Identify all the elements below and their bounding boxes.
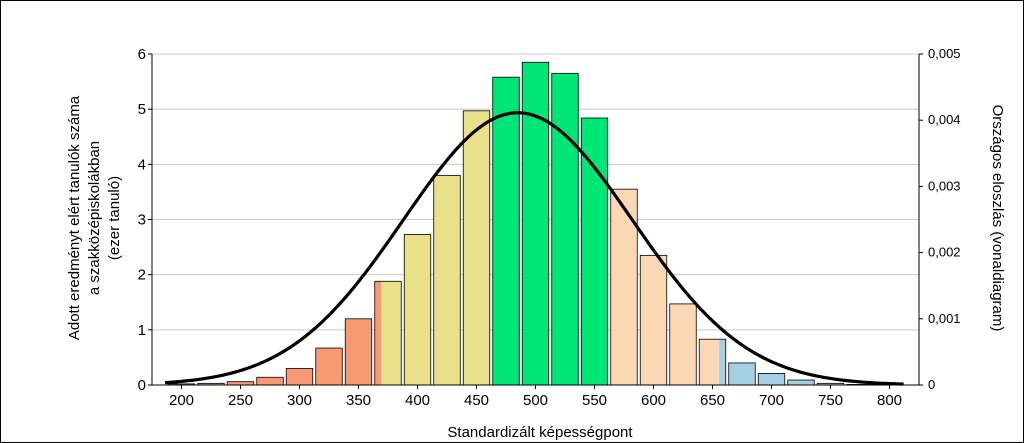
bar-325 xyxy=(315,347,343,386)
x-tick-label-3: 350 xyxy=(346,392,371,409)
x-tick-label-2: 300 xyxy=(287,392,312,409)
x-axis-ticks: 200 250 300 350 400 450 500 550 600 650 700 750 800 xyxy=(169,385,902,409)
bar-fill xyxy=(639,254,668,386)
bar-fill xyxy=(403,233,432,386)
x-tick-label-0: 200 xyxy=(169,392,194,409)
x-tick-label-12: 800 xyxy=(877,392,902,409)
bar-675 xyxy=(728,362,756,386)
bar-fill xyxy=(315,347,343,386)
x-tick-label-8: 600 xyxy=(641,392,666,409)
bar-375 xyxy=(374,280,402,386)
x-tick-label-6: 500 xyxy=(523,392,548,409)
bar-fill xyxy=(344,318,373,386)
bar-fill xyxy=(551,72,579,386)
y-axis-label-line-1: Adott eredményt elért tanulók száma xyxy=(66,95,83,340)
right-tick-label-2: 0,002 xyxy=(928,245,961,260)
distribution-curve xyxy=(164,111,904,386)
bar-fill xyxy=(256,376,284,386)
bar-500 xyxy=(521,61,550,386)
right-axis-ticks: 0 0,001 0,002 0,003 0,004 0,005 xyxy=(919,46,961,392)
bar-fill xyxy=(757,373,786,386)
x-tick-label-9: 650 xyxy=(700,392,725,409)
left-tick-label-6: 6 xyxy=(138,46,146,63)
left-tick-label-4: 4 xyxy=(138,156,146,173)
bar-625 xyxy=(669,303,697,386)
y2-axis-label: Országos eloszlás (vonaldiagram) xyxy=(989,105,1006,332)
y-axis-label-line-3: (ezer tanuló) xyxy=(106,176,123,260)
bar-fill xyxy=(787,379,815,386)
bar-fill xyxy=(462,110,491,386)
right-tick-label-1: 0,001 xyxy=(928,311,961,326)
left-tick-label-0: 0 xyxy=(138,377,146,394)
bar-275 xyxy=(256,376,284,386)
bar-700 xyxy=(757,373,786,386)
y2-axis-label-text: Országos eloszlás (vonaldiagram) xyxy=(989,105,1006,332)
left-tick-label-3: 3 xyxy=(138,212,146,229)
bar-fill xyxy=(728,362,756,386)
x-axis-label: Standardizált képességpont xyxy=(447,424,633,441)
x-tick-label-1: 250 xyxy=(228,392,253,409)
bar-725 xyxy=(787,379,815,386)
bar-fill-main xyxy=(699,339,720,385)
bar-525 xyxy=(551,72,579,386)
bar-fill xyxy=(669,303,697,386)
left-axis-ticks: 0 1 2 3 4 5 6 xyxy=(138,46,152,394)
distribution-curve-layer xyxy=(164,111,904,386)
left-tick-label-5: 5 xyxy=(138,101,146,118)
histogram-bars xyxy=(167,61,874,386)
bar-400 xyxy=(403,233,432,386)
x-tick-label-4: 400 xyxy=(405,392,430,409)
left-tick-label-2: 2 xyxy=(138,267,146,284)
x-tick-label-5: 450 xyxy=(464,392,489,409)
y-axis-label: Adott eredményt elért tanulók száma a sz… xyxy=(66,95,123,340)
bar-fill-split xyxy=(719,339,726,385)
bar-fill xyxy=(285,368,314,386)
right-tick-label-0: 0 xyxy=(928,377,935,392)
right-tick-label-3: 0,003 xyxy=(928,178,961,193)
bar-fill xyxy=(521,61,550,386)
bar-fill xyxy=(433,174,461,386)
bar-425 xyxy=(433,174,461,386)
right-tick-label-5: 0,005 xyxy=(928,46,961,61)
left-tick-label-1: 1 xyxy=(138,322,146,339)
bar-450 xyxy=(462,110,491,386)
bar-300 xyxy=(285,368,314,386)
x-tick-label-7: 550 xyxy=(582,392,607,409)
bar-fill-split xyxy=(374,281,382,385)
y-axis-label-line-2: a szakközépiskolákban xyxy=(86,141,103,295)
bar-fill xyxy=(492,76,520,386)
right-tick-label-4: 0,004 xyxy=(928,112,961,127)
bar-600 xyxy=(639,254,668,386)
bar-475 xyxy=(492,76,520,386)
bar-350 xyxy=(344,318,373,386)
x-tick-label-10: 700 xyxy=(759,392,784,409)
bar-fill-main xyxy=(381,281,402,385)
bar-650 xyxy=(698,338,727,386)
x-tick-label-11: 750 xyxy=(818,392,843,409)
